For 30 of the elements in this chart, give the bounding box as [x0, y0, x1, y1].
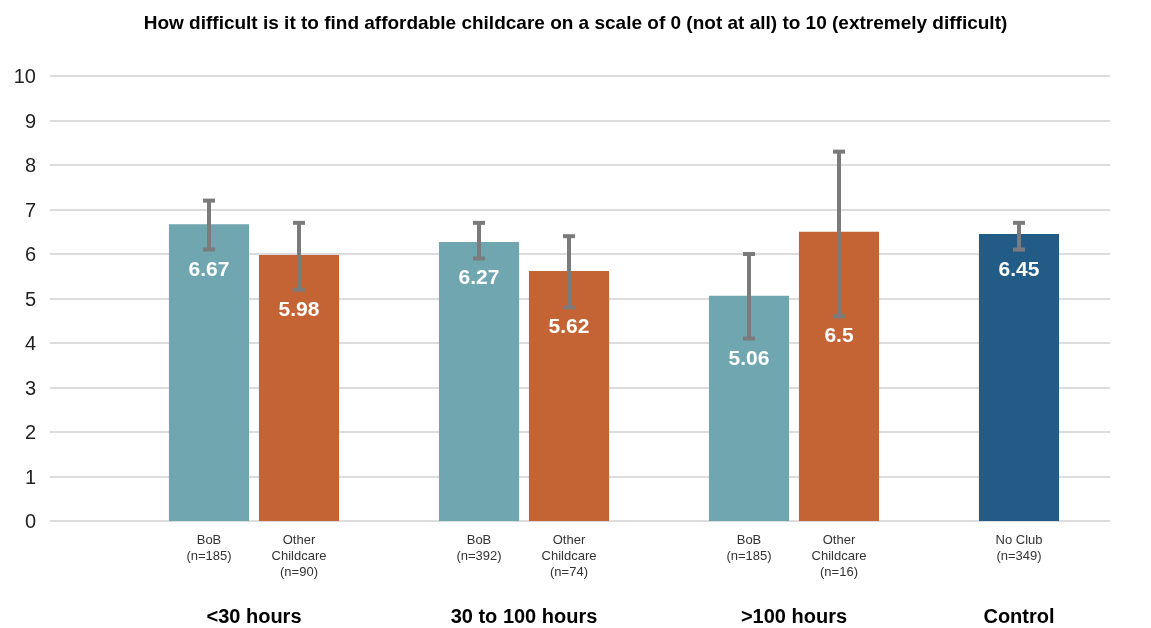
x-tick-label: Other Childcare (n=90) [271, 531, 327, 579]
data-label: 5.06 [728, 345, 770, 369]
chart-title: How difficult is it to find affordable childcare on a scale of 0 (not at all) to 10 (extremely difficult) [143, 12, 1008, 33]
x-tick-label: BoB (n=185) [726, 531, 772, 563]
y-tick-label: 4 [24, 332, 36, 354]
y-tick-label: 1 [24, 465, 36, 488]
data-label: 6.27 [458, 265, 500, 289]
data-label: 6.45 [998, 256, 1040, 280]
y-tick-label: 10 [13, 65, 36, 87]
x-tick-label: BoB (n=185) [186, 531, 232, 563]
text: 30 to 100 hours [450, 605, 598, 627]
y-tick-label: 8 [24, 154, 36, 176]
x-tick-label: Other Childcare (n=16) [811, 531, 867, 579]
y-tick-label: 7 [24, 198, 36, 221]
data-label: 6.5 [824, 323, 854, 347]
y-tick-label: 3 [24, 376, 36, 399]
data-label: 5.62 [548, 314, 590, 338]
x-tick-label: Other Childcare (n=74) [541, 531, 597, 579]
text: <30 hours [206, 605, 302, 627]
text: Control [983, 605, 1055, 627]
x-tick-label: BoB (n=392) [456, 531, 502, 563]
y-tick-label: 5 [24, 287, 36, 310]
y-tick-label: 0 [24, 510, 36, 532]
y-tick-label: 9 [24, 109, 36, 132]
data-label: 5.98 [278, 296, 320, 320]
data-label: 6.67 [188, 256, 230, 280]
x-tick-label: No Club (n=349) [995, 531, 1043, 563]
text: >100 hours [740, 605, 848, 627]
y-tick-label: 6 [24, 243, 36, 265]
y-tick-label: 2 [24, 421, 36, 443]
